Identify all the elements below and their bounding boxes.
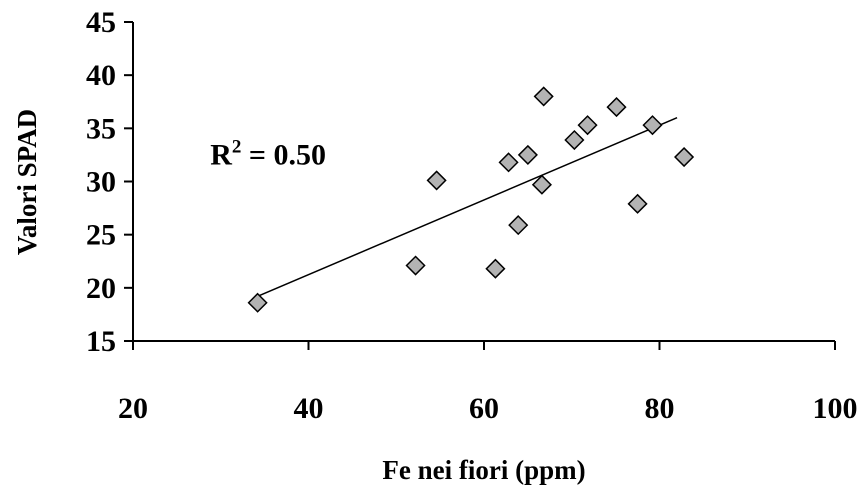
data-point: [577, 115, 598, 136]
data-points: [247, 86, 695, 313]
data-point: [247, 292, 268, 313]
r-squared-value: = 0.50: [241, 138, 326, 171]
y-tick-label: 40: [86, 59, 116, 92]
data-point: [564, 129, 585, 151]
data-point: [627, 193, 648, 214]
y-tick-label: 15: [86, 325, 116, 358]
x-tick-label: 60: [469, 392, 499, 425]
trendline-group: [257, 117, 678, 298]
tick-labels: 15 20 25 30 35 40 45 20 40 60 80 100: [86, 6, 858, 425]
r-squared-letter: R: [210, 138, 232, 171]
data-point: [405, 255, 426, 276]
x-tick-label: 100: [813, 392, 858, 425]
data-point: [426, 170, 447, 191]
data-point: [674, 146, 695, 168]
data-point: [533, 86, 554, 107]
x-tick-label: 80: [645, 392, 675, 425]
x-axis-title: Fe nei fiori (ppm): [382, 455, 585, 485]
data-point: [606, 97, 627, 118]
y-tick-label: 45: [86, 6, 116, 39]
data-point: [517, 144, 538, 165]
y-tick-label: 30: [86, 166, 116, 199]
data-point: [498, 152, 519, 173]
y-tick-label: 35: [86, 112, 116, 145]
r-squared-superscript: 2: [232, 136, 242, 157]
r-squared-annotation: R2 = 0.50: [210, 136, 326, 171]
trendline: [257, 117, 678, 298]
data-point: [508, 215, 529, 236]
data-point: [531, 174, 552, 195]
x-tick-label: 40: [294, 392, 324, 425]
y-axis-title: Valori SPAD: [12, 109, 42, 255]
axes: [124, 21, 836, 350]
y-tick-label: 20: [86, 272, 116, 305]
y-tick-label: 25: [86, 219, 116, 252]
data-point: [485, 258, 506, 279]
data-point: [642, 115, 663, 136]
x-tick-label: 20: [118, 392, 148, 425]
